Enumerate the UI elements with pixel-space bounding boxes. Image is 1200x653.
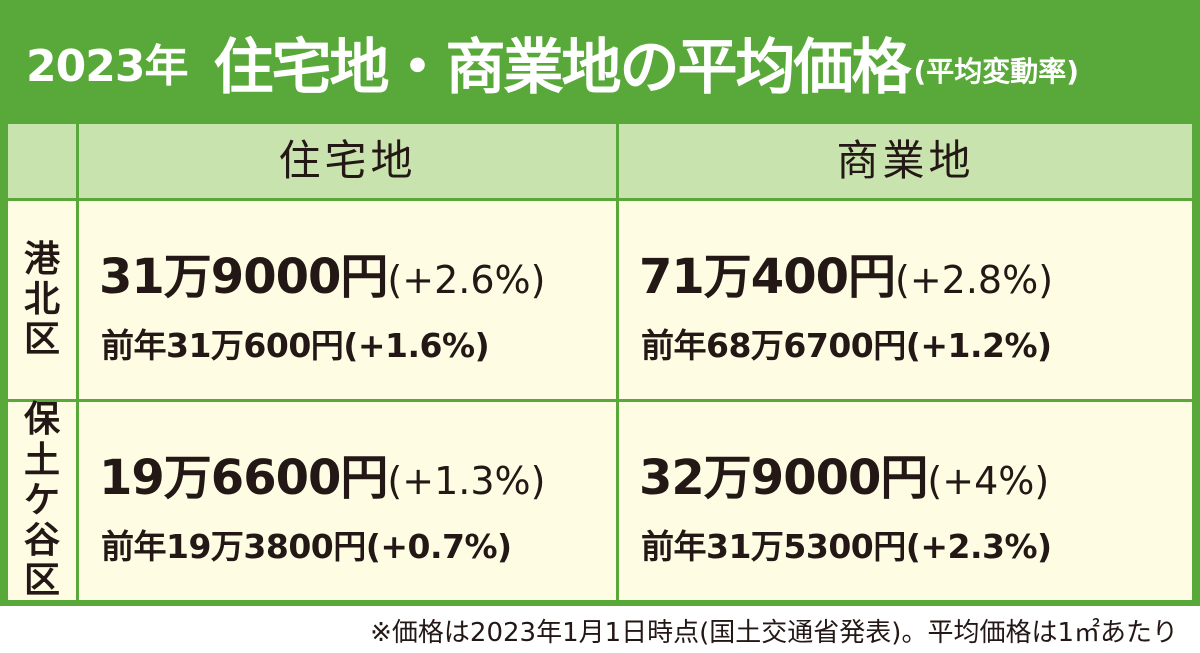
cell-hodogaya-residential: 19万6600円(+1.3%) 前年19万3800円(+0.7%) [79, 402, 616, 600]
footnote: ※価格は2023年1月1日時点(国土交通省発表)。平均価格は1㎡あたり [370, 618, 1178, 648]
price-value: 32万9000円 [639, 450, 928, 506]
row-label-char: 港 [23, 238, 60, 280]
previous-year-price: 前年68万6700円(+1.2%) [641, 326, 1052, 365]
current-price: 71万400円(+2.8%) [639, 237, 1053, 307]
column-header-residential-label: 住宅地 [278, 136, 417, 185]
row-label-char: 谷 [23, 520, 60, 562]
column-header-commercial: 商業地 [619, 124, 1192, 198]
cell-kohoku-residential: 31万9000円(+2.6%) 前年31万600円(+1.6%) [79, 201, 616, 399]
row-label-char: 土 [23, 439, 60, 481]
change-rate: (+1.3%) [387, 459, 546, 503]
previous-year-price: 前年31万5300円(+2.3%) [641, 527, 1052, 566]
row-label-kohoku: 港 北 区 [8, 201, 76, 399]
row-label-char: ケ [23, 479, 60, 521]
cell-hodogaya-commercial: 32万9000円(+4%) 前年31万5300円(+2.3%) [619, 402, 1192, 600]
current-price: 32万9000円(+4%) [639, 438, 1049, 508]
price-value: 31万9000円 [99, 249, 388, 305]
previous-year-price: 前年19万3800円(+0.7%) [101, 527, 512, 566]
page-title: 住宅地・商業地の平均価格 [213, 32, 911, 103]
cell-kohoku-commercial: 71万400円(+2.8%) 前年68万6700円(+1.2%) [619, 201, 1192, 399]
row-label-hodogaya: 保 土 ケ 谷 区 [8, 399, 76, 602]
change-rate: (+2.8%) [895, 258, 1054, 302]
change-rate: (+2.6%) [387, 258, 546, 302]
column-header-residential: 住宅地 [79, 124, 616, 198]
price-value: 19万6600円 [99, 450, 388, 506]
row-label-char: 区 [23, 319, 60, 361]
price-value: 71万400円 [639, 249, 896, 305]
header-corner [8, 124, 76, 198]
row-label-char: 区 [23, 560, 60, 602]
row-label-char: 北 [23, 278, 60, 320]
title-year: 2023年 [26, 41, 188, 92]
title-bar: 2023年 住宅地・商業地の平均価格 (平均変動率) [0, 0, 1200, 124]
title-subtitle: (平均変動率) [913, 55, 1080, 88]
row-label-char: 保 [23, 399, 60, 441]
current-price: 31万9000円(+2.6%) [99, 237, 545, 307]
table-frame: 2023年 住宅地・商業地の平均価格 (平均変動率) 住宅地 商業地 港 北 区… [0, 0, 1200, 606]
column-header-commercial-label: 商業地 [836, 136, 975, 185]
change-rate: (+4%) [927, 459, 1050, 503]
current-price: 19万6600円(+1.3%) [99, 438, 545, 508]
previous-year-price: 前年31万600円(+1.6%) [101, 326, 490, 365]
